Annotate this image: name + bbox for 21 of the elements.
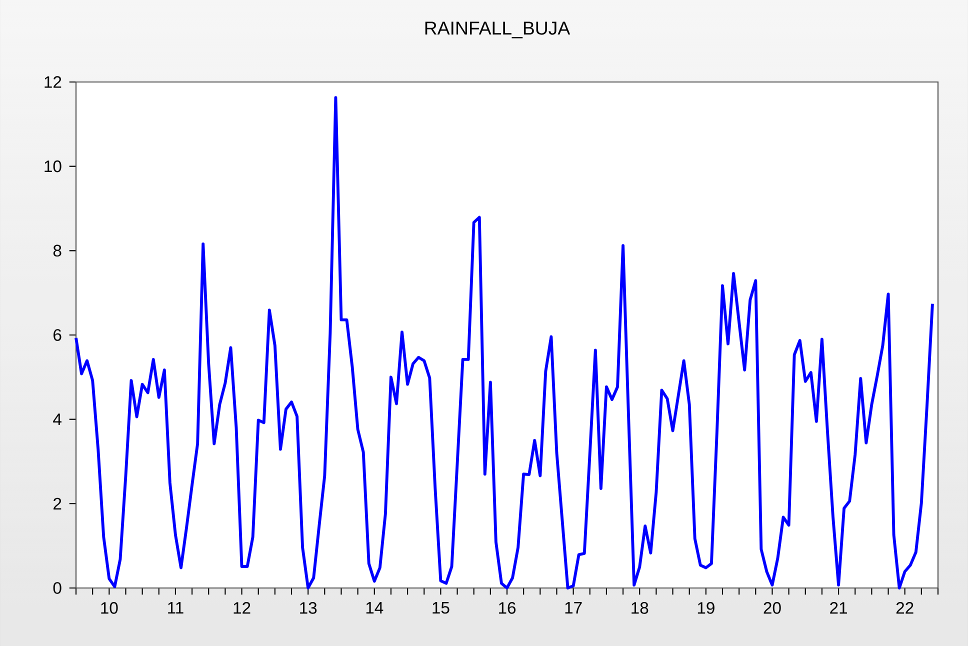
y-tick-label: 0 (53, 582, 62, 594)
x-tick-label: 15 (432, 602, 450, 614)
x-tick-label: 17 (565, 602, 582, 614)
x-tick-label: 20 (764, 602, 781, 614)
x-tick-label: 21 (830, 602, 847, 614)
x-tick-label: 11 (168, 602, 184, 614)
x-tick-label: 18 (632, 602, 648, 614)
y-tick-label: 6 (54, 329, 62, 341)
y-tick-label: 10 (44, 160, 62, 172)
y-tick-label: 12 (44, 76, 62, 88)
y-tick-label: 8 (53, 244, 62, 257)
x-tick-label: 22 (896, 602, 914, 614)
x-tick-label: 14 (366, 602, 384, 614)
y-tick-label: 2 (54, 498, 62, 510)
x-tick-label: 10 (101, 602, 118, 614)
y-tick-label: 4 (53, 414, 62, 426)
x-tick-label: 19 (698, 602, 714, 614)
x-tick-label: 16 (499, 602, 516, 614)
x-tick-label: 13 (300, 602, 317, 614)
chart-title: RAINFALL_BUJA (425, 22, 570, 38)
x-tick-label: 12 (234, 602, 250, 614)
